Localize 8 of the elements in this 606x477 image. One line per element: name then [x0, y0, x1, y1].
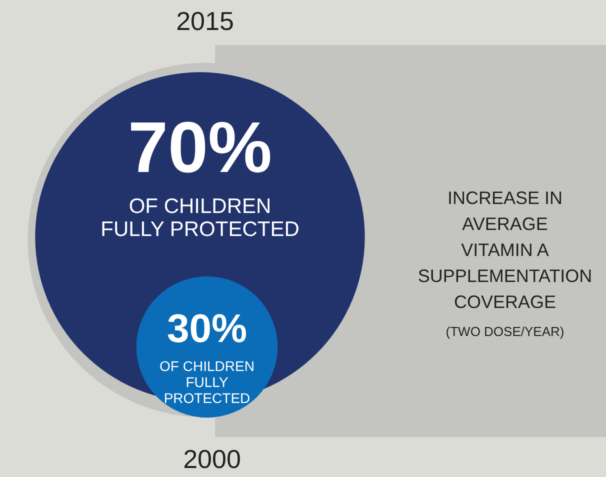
text: OF CHILDREN FULLY PROTECTED — [100, 195, 300, 241]
text: INCREASE IN AVERAGE VITAMIN A SUPPLEMENTATION COVERAGE — [418, 188, 592, 312]
category-label: 2015 — [176, 6, 234, 36]
text: (TWO DOSE/YEAR) — [446, 324, 564, 339]
text: OF CHILDREN FULLY PROTECTED — [160, 358, 254, 406]
data-label: 70% — [128, 108, 272, 188]
data-label: 30% — [166, 307, 248, 351]
category-label: 2000 — [183, 444, 241, 474]
